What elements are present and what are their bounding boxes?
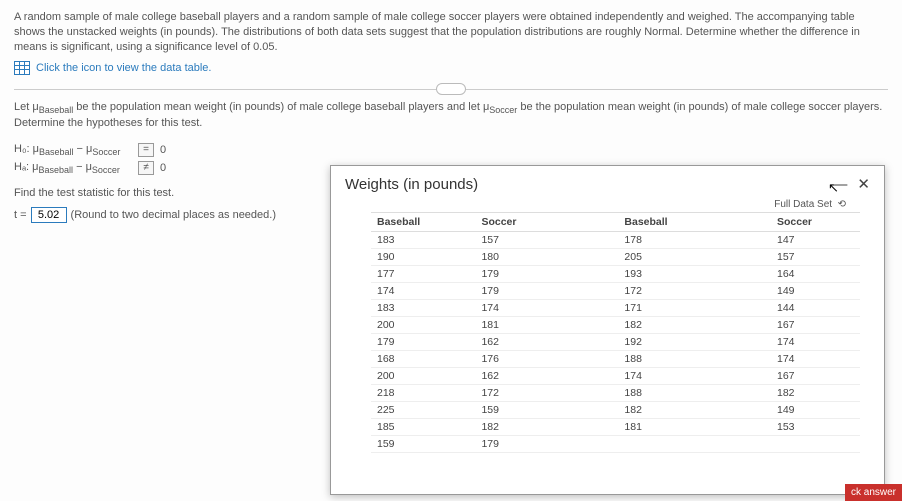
table-row: 177179193164 — [371, 266, 860, 283]
h0-value: 0 — [160, 144, 166, 156]
table-cell: 182 — [564, 317, 771, 334]
reset-icon[interactable]: ⟲ — [838, 199, 846, 210]
table-cell: 205 — [564, 249, 771, 266]
table-cell: 218 — [371, 385, 475, 402]
table-header: Baseball — [371, 213, 475, 232]
view-table-link[interactable]: Click the icon to view the data table. — [36, 62, 211, 74]
table-row: 168176188174 — [371, 351, 860, 368]
data-table-popup: Weights (in pounds) — ✕ Full Data Set ⟲ … — [330, 165, 885, 495]
table-cell: 181 — [475, 317, 564, 334]
collapse-pill[interactable] — [436, 83, 466, 95]
table-cell: 153 — [771, 419, 860, 436]
table-cell: 174 — [371, 283, 475, 300]
table-cell: 178 — [564, 232, 771, 249]
table-row: 185182181153 — [371, 419, 860, 436]
table-cell: 144 — [771, 300, 860, 317]
table-cell: 157 — [475, 232, 564, 249]
table-cell: 174 — [771, 334, 860, 351]
table-cell — [564, 436, 771, 453]
table-cell: 172 — [475, 385, 564, 402]
table-cell: 179 — [475, 266, 564, 283]
table-cell: 179 — [371, 334, 475, 351]
table-cell: 190 — [371, 249, 475, 266]
intro-text: A random sample of male college baseball… — [14, 10, 888, 55]
table-cell: 185 — [371, 419, 475, 436]
table-cell: 181 — [564, 419, 771, 436]
round-note: (Round to two decimal places as needed.) — [71, 209, 276, 221]
table-cell: 171 — [564, 300, 771, 317]
table-row: 179162192174 — [371, 334, 860, 351]
table-cell: 182 — [564, 402, 771, 419]
table-row: 200181182167 — [371, 317, 860, 334]
t-input[interactable] — [31, 207, 67, 223]
table-cell: 225 — [371, 402, 475, 419]
table-cell: 157 — [771, 249, 860, 266]
table-row: 200162174167 — [371, 368, 860, 385]
table-cell: 200 — [371, 368, 475, 385]
table-cell: 176 — [475, 351, 564, 368]
table-cell: 177 — [371, 266, 475, 283]
table-row: 190180205157 — [371, 249, 860, 266]
table-row: 225159182149 — [371, 402, 860, 419]
h0-operator[interactable]: = — [138, 143, 154, 157]
table-cell: 183 — [371, 300, 475, 317]
table-row: 183174171144 — [371, 300, 860, 317]
t-label: t = — [14, 209, 27, 221]
table-cell: 159 — [371, 436, 475, 453]
hypothesis-intro: Let μBaseball be the population mean wei… — [14, 100, 888, 131]
h0-label: H₀: μBaseball − μSoccer — [14, 143, 132, 157]
table-cell: 193 — [564, 266, 771, 283]
check-answer-button[interactable]: ck answer — [845, 484, 902, 501]
table-cell: 149 — [771, 283, 860, 300]
table-cell: 172 — [564, 283, 771, 300]
table-cell: 159 — [475, 402, 564, 419]
table-cell: 149 — [771, 402, 860, 419]
table-row: 218172188182 — [371, 385, 860, 402]
weights-table: BaseballSoccerBaseballSoccer 18315717814… — [371, 212, 860, 453]
section-divider — [14, 89, 888, 90]
table-cell: 167 — [771, 368, 860, 385]
table-row: 174179172149 — [371, 283, 860, 300]
table-cell: 162 — [475, 368, 564, 385]
ha-value: 0 — [160, 162, 166, 174]
popup-title: Weights (in pounds) — [345, 176, 478, 193]
table-cell: 179 — [475, 436, 564, 453]
table-cell: 174 — [771, 351, 860, 368]
table-cell: 192 — [564, 334, 771, 351]
table-header: Soccer — [475, 213, 564, 232]
close-button[interactable]: ✕ — [857, 177, 870, 192]
table-cell: 164 — [771, 266, 860, 283]
table-cell: 168 — [371, 351, 475, 368]
table-header: Soccer — [771, 213, 860, 232]
table-cell: 147 — [771, 232, 860, 249]
ha-label: Hₐ: μBaseball − μSoccer — [14, 161, 132, 175]
table-row: 183157178147 — [371, 232, 860, 249]
table-cell: 182 — [475, 419, 564, 436]
table-icon[interactable] — [14, 61, 30, 75]
table-cell: 200 — [371, 317, 475, 334]
table-header: Baseball — [564, 213, 771, 232]
table-cell: 162 — [475, 334, 564, 351]
table-cell — [771, 436, 860, 453]
full-data-set-label: Full Data Set — [774, 199, 832, 210]
table-cell: 188 — [564, 351, 771, 368]
table-row: 159179 — [371, 436, 860, 453]
table-cell: 182 — [771, 385, 860, 402]
table-cell: 167 — [771, 317, 860, 334]
table-cell: 174 — [475, 300, 564, 317]
table-cell: 174 — [564, 368, 771, 385]
ha-operator[interactable]: ≠ — [138, 161, 154, 175]
table-cell: 183 — [371, 232, 475, 249]
table-cell: 179 — [475, 283, 564, 300]
table-cell: 180 — [475, 249, 564, 266]
cursor-icon: ↖ — [828, 180, 839, 196]
table-cell: 188 — [564, 385, 771, 402]
